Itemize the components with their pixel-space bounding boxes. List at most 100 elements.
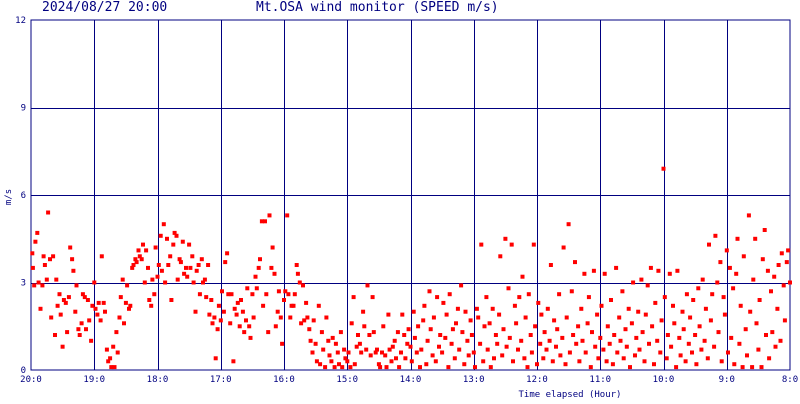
data-point xyxy=(703,306,708,311)
data-point xyxy=(297,280,302,285)
data-point xyxy=(134,260,139,265)
data-point xyxy=(386,312,391,317)
data-point xyxy=(291,303,296,308)
data-point xyxy=(302,318,307,323)
data-point xyxy=(259,219,264,224)
data-point xyxy=(699,347,704,352)
x-tick-label: 19:0 xyxy=(83,375,105,385)
data-point xyxy=(776,263,781,267)
data-point xyxy=(193,309,198,314)
data-point xyxy=(548,263,553,267)
data-point xyxy=(305,315,310,320)
data-point xyxy=(585,321,590,326)
x-tick-label: 16:0 xyxy=(273,375,295,385)
data-point xyxy=(282,298,286,302)
data-point xyxy=(574,341,579,346)
data-point xyxy=(232,306,237,311)
data-point xyxy=(542,330,547,335)
data-point xyxy=(624,344,629,349)
data-point xyxy=(748,309,753,314)
data-point xyxy=(633,353,637,358)
data-point xyxy=(130,265,135,270)
data-point xyxy=(392,338,397,343)
data-point xyxy=(165,236,169,241)
data-point xyxy=(522,356,527,361)
y-tick-label: 0 xyxy=(21,366,26,376)
data-point xyxy=(460,330,465,335)
data-point xyxy=(702,338,707,343)
data-point xyxy=(738,303,743,308)
data-point xyxy=(469,333,474,337)
data-point xyxy=(367,333,372,337)
chart-datetime: 2024/08/27 20:00 xyxy=(42,0,168,15)
data-point xyxy=(656,268,661,273)
data-point xyxy=(678,353,683,358)
data-point xyxy=(786,248,791,253)
data-point xyxy=(125,283,130,288)
data-point xyxy=(503,236,508,241)
data-point xyxy=(387,347,392,352)
data-point xyxy=(384,365,389,370)
data-point xyxy=(251,315,256,320)
data-point xyxy=(545,306,550,311)
data-point xyxy=(690,350,694,355)
data-point xyxy=(631,280,636,285)
data-point xyxy=(637,347,642,352)
data-point xyxy=(640,330,645,335)
data-point xyxy=(402,333,407,337)
data-point xyxy=(760,257,765,262)
data-point xyxy=(258,257,262,262)
data-point xyxy=(770,330,775,335)
data-point xyxy=(731,286,736,291)
data-point xyxy=(721,295,726,300)
data-point xyxy=(185,274,190,279)
data-point xyxy=(273,324,278,329)
data-point xyxy=(71,268,76,273)
data-point xyxy=(194,268,199,273)
data-point xyxy=(114,330,119,335)
x-tick-label: 14:0 xyxy=(400,375,422,385)
data-point xyxy=(42,263,47,267)
data-point xyxy=(772,274,777,279)
data-point xyxy=(441,300,446,305)
data-point xyxy=(235,300,240,305)
data-point xyxy=(55,303,60,308)
data-point xyxy=(362,324,367,329)
data-point xyxy=(351,295,356,300)
data-point xyxy=(612,333,617,337)
data-point xyxy=(487,321,492,326)
data-point xyxy=(156,263,161,267)
data-point xyxy=(65,330,70,335)
data-point xyxy=(199,257,204,262)
data-point xyxy=(756,347,761,352)
data-point xyxy=(30,251,35,256)
data-point xyxy=(66,295,71,300)
data-point xyxy=(127,306,131,311)
data-point xyxy=(775,306,780,311)
data-point xyxy=(263,219,267,224)
data-point xyxy=(693,333,698,337)
data-point xyxy=(411,309,416,314)
data-point xyxy=(278,315,283,320)
data-point xyxy=(261,303,266,308)
data-point xyxy=(104,347,109,352)
data-point xyxy=(782,318,787,323)
data-point xyxy=(32,283,37,288)
data-point xyxy=(166,263,171,267)
data-point xyxy=(115,350,120,355)
data-point xyxy=(172,230,177,235)
data-point xyxy=(210,321,215,326)
data-point xyxy=(580,338,585,343)
data-point xyxy=(299,321,304,326)
data-point xyxy=(169,298,174,302)
data-point xyxy=(511,359,515,364)
data-point xyxy=(155,274,160,279)
data-point xyxy=(617,315,622,320)
data-point xyxy=(454,321,458,326)
data-point xyxy=(84,327,88,332)
data-point xyxy=(639,277,644,282)
data-point xyxy=(514,321,519,326)
data-point xyxy=(133,257,138,262)
data-point xyxy=(405,341,410,346)
data-point xyxy=(49,315,54,320)
